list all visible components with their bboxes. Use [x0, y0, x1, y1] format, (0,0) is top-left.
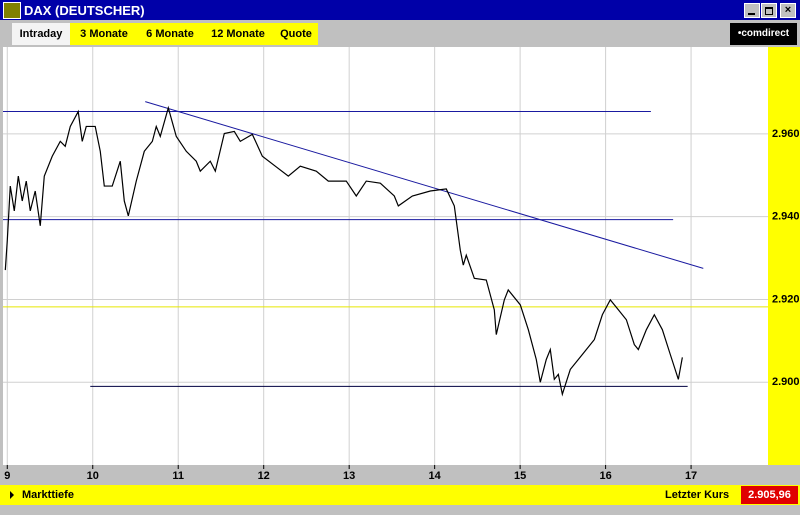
x-tick-label: 9: [4, 470, 10, 482]
tab[interactable]: 6 Monate: [138, 23, 202, 45]
tab[interactable]: Intraday: [12, 23, 70, 45]
x-tick-label: 12: [258, 470, 270, 482]
plot-area: [3, 47, 768, 465]
price-line: [4, 105, 683, 397]
y-tick-label: 2.960: [772, 128, 800, 140]
last-price-label: Letzter Kurs: [665, 489, 730, 501]
tab[interactable]: Quote: [274, 23, 318, 45]
window-title: DAX (DEUTSCHER): [24, 3, 145, 18]
app-icon: [3, 2, 21, 19]
chart: 2.900 2.920 2.940 2.960 9 10 11 12 13 14 15 16 17: [0, 46, 800, 485]
last-price: 2.905,96: [741, 486, 798, 504]
x-tick-label: 15: [514, 470, 526, 482]
restore-button[interactable]: [761, 3, 777, 18]
status-bar: Markttiefe Letzter Kurs 2.905,96: [0, 485, 800, 505]
title-bar: DAX (DEUTSCHER) ×: [0, 0, 800, 20]
tab[interactable]: 3 Monate: [70, 23, 138, 45]
trend-line: [145, 101, 704, 269]
depth-link[interactable]: Markttiefe: [22, 489, 74, 501]
x-tick-label: 17: [685, 470, 697, 482]
y-tick-label: 2.900: [772, 376, 800, 388]
minimize-button[interactable]: [744, 3, 760, 18]
x-tick-label: 14: [429, 470, 442, 482]
x-tick-label: 11: [172, 470, 184, 482]
close-button[interactable]: ×: [780, 3, 796, 18]
logo: •comdirect: [730, 23, 797, 45]
y-tick-label: 2.920: [772, 293, 800, 305]
y-tick-label: 2.940: [772, 211, 800, 223]
tab[interactable]: 12 Monate: [202, 23, 274, 45]
tab-bar: Intraday 3 Monate 6 Monate 12 Monate Quo…: [0, 20, 800, 46]
x-tick-label: 13: [343, 470, 355, 482]
arrow-icon: [10, 491, 14, 499]
y-axis-panel: [768, 47, 800, 465]
x-tick-label: 16: [599, 470, 611, 482]
x-tick-label: 10: [87, 470, 99, 482]
